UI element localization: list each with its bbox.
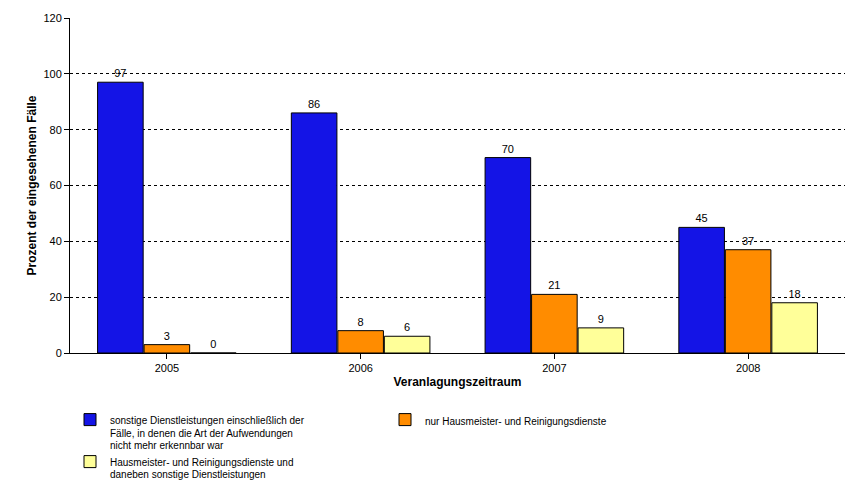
svg-text:6: 6: [404, 321, 410, 333]
svg-text:nur Hausmeister- und Reinigung: nur Hausmeister- und Reinigungsdienste: [425, 416, 607, 427]
svg-text:20: 20: [50, 291, 62, 303]
svg-text:70: 70: [502, 143, 514, 155]
svg-text:Veranlagungszeitraum: Veranlagungszeitraum: [393, 375, 521, 389]
svg-text:Hausmeister- und Reinigungsdie: Hausmeister- und Reinigungsdienste undda…: [110, 457, 293, 481]
svg-text:37: 37: [742, 235, 754, 247]
svg-text:0: 0: [210, 338, 216, 350]
svg-text:97: 97: [114, 67, 126, 79]
svg-text:86: 86: [308, 98, 320, 110]
svg-text:120: 120: [43, 12, 61, 24]
svg-text:8: 8: [358, 316, 364, 328]
svg-text:3: 3: [164, 330, 170, 342]
svg-text:2006: 2006: [348, 362, 372, 374]
svg-text:0: 0: [56, 347, 62, 359]
svg-text:Prozent der eingesehenen Fälle: Prozent der eingesehenen Fälle: [25, 95, 39, 275]
svg-text:sonstige Dienstleistungen eins: sonstige Dienstleistungen einschließlich…: [110, 415, 305, 452]
svg-text:2005: 2005: [155, 362, 179, 374]
svg-text:2007: 2007: [542, 362, 566, 374]
svg-text:80: 80: [50, 124, 62, 136]
svg-text:45: 45: [696, 212, 708, 224]
svg-text:21: 21: [548, 279, 560, 291]
svg-text:40: 40: [50, 235, 62, 247]
svg-text:2008: 2008: [736, 362, 760, 374]
svg-text:100: 100: [43, 68, 61, 80]
svg-text:60: 60: [50, 179, 62, 191]
svg-text:9: 9: [598, 313, 604, 325]
svg-text:18: 18: [789, 288, 801, 300]
